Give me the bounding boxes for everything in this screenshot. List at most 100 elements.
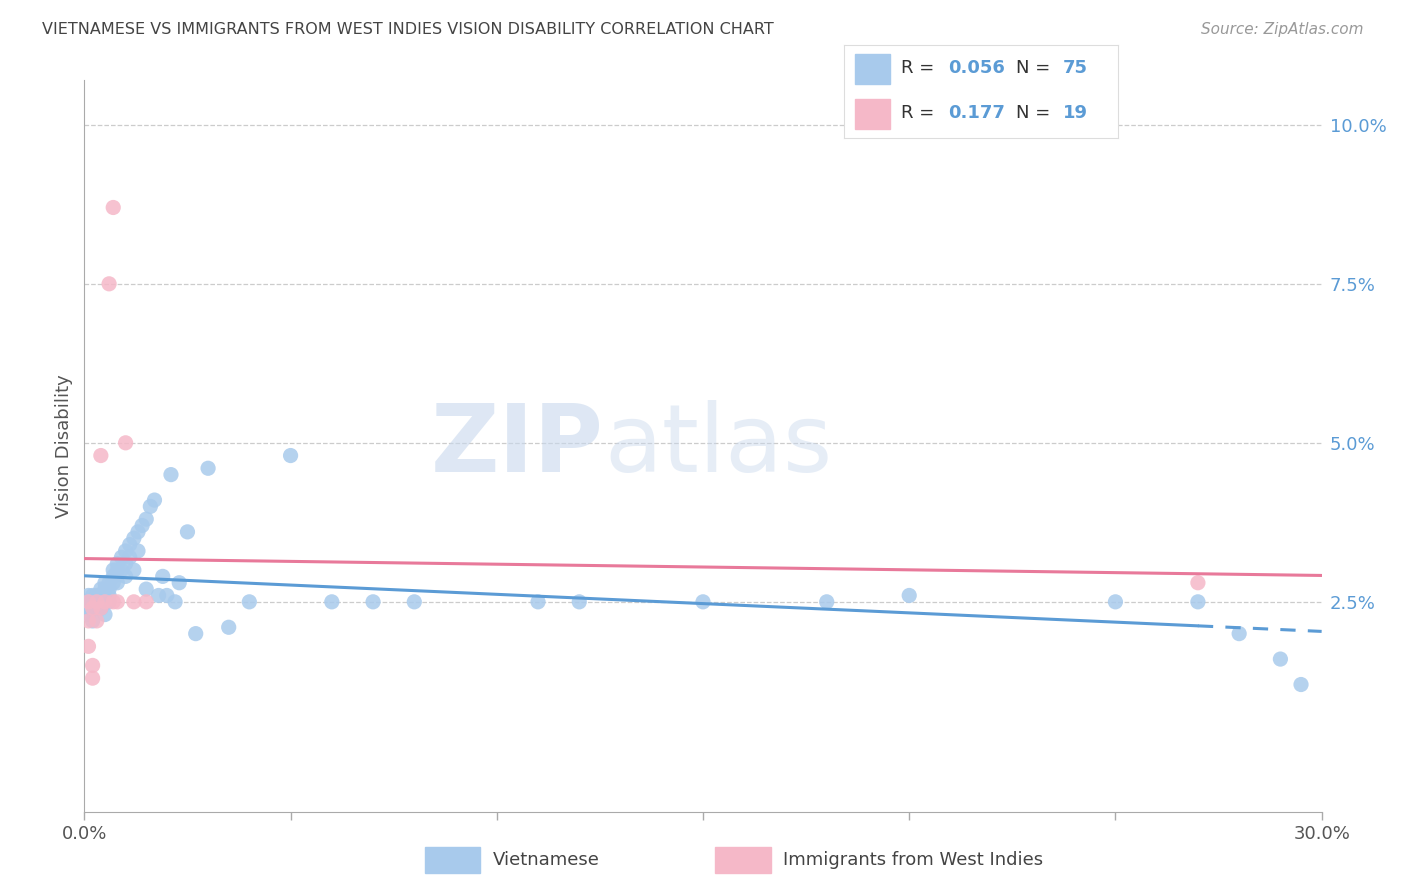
Point [82, 601, 104, 615]
Point [218, 620, 240, 634]
Point [1187, 575, 1209, 590]
Text: 75: 75 [1063, 60, 1088, 78]
Point [568, 595, 591, 609]
Point [118, 538, 141, 552]
Point [98, 582, 121, 596]
Point [197, 461, 219, 475]
Point [114, 435, 136, 450]
Point [114, 544, 136, 558]
Point [90, 582, 112, 596]
Point [321, 595, 343, 609]
Point [77, 614, 100, 628]
Text: R =: R = [901, 104, 946, 122]
Point [105, 563, 128, 577]
Point [77, 595, 100, 609]
Point [90, 601, 112, 615]
Text: R =: R = [901, 60, 941, 78]
Point [156, 589, 179, 603]
Point [238, 595, 260, 609]
Point [82, 595, 104, 609]
Point [98, 589, 121, 603]
Point [105, 575, 128, 590]
Point [86, 595, 108, 609]
Point [82, 614, 104, 628]
Point [82, 589, 104, 603]
Point [86, 595, 108, 609]
Point [152, 569, 174, 583]
Bar [855, 99, 890, 129]
Point [110, 563, 132, 577]
Point [105, 595, 128, 609]
Point [110, 550, 132, 565]
Point [77, 640, 100, 654]
Point [94, 595, 117, 609]
Point [1270, 652, 1292, 666]
Point [127, 524, 149, 539]
Point [90, 595, 112, 609]
Point [527, 595, 550, 609]
Point [118, 550, 141, 565]
Text: 0.177: 0.177 [948, 104, 1005, 122]
Point [90, 449, 112, 463]
Y-axis label: Vision Disability: Vision Disability [55, 374, 73, 518]
Text: 0.056: 0.056 [948, 60, 1005, 78]
Point [82, 595, 104, 609]
Point [103, 575, 125, 590]
Text: Immigrants from West Indies: Immigrants from West Indies [783, 851, 1043, 869]
Point [167, 575, 190, 590]
Point [82, 658, 104, 673]
Point [139, 500, 162, 514]
Point [184, 626, 207, 640]
Point [1227, 626, 1250, 640]
Point [1289, 677, 1312, 691]
Point [77, 601, 100, 615]
Point [86, 589, 108, 603]
Point [143, 493, 166, 508]
Point [131, 518, 153, 533]
Point [122, 563, 145, 577]
Point [94, 595, 117, 609]
Point [90, 589, 112, 603]
Point [815, 595, 838, 609]
Text: ZIP: ZIP [432, 400, 605, 492]
Point [86, 614, 108, 628]
Point [90, 595, 112, 609]
Point [692, 595, 714, 609]
Point [148, 589, 170, 603]
Text: Source: ZipAtlas.com: Source: ZipAtlas.com [1201, 22, 1364, 37]
Point [77, 589, 100, 603]
Point [280, 449, 302, 463]
Point [114, 557, 136, 571]
Point [77, 595, 100, 609]
Point [165, 595, 187, 609]
Text: 19: 19 [1063, 104, 1088, 122]
Text: N =: N = [1017, 60, 1056, 78]
Point [114, 569, 136, 583]
Text: N =: N = [1017, 104, 1056, 122]
Text: VIETNAMESE VS IMMIGRANTS FROM WEST INDIES VISION DISABILITY CORRELATION CHART: VIETNAMESE VS IMMIGRANTS FROM WEST INDIE… [42, 22, 773, 37]
Point [122, 531, 145, 545]
Point [135, 582, 157, 596]
Point [94, 607, 117, 622]
Point [77, 607, 100, 622]
Bar [716, 847, 770, 872]
Point [82, 601, 104, 615]
Point [176, 524, 198, 539]
Point [103, 595, 125, 609]
Point [103, 201, 125, 215]
Point [135, 512, 157, 526]
Point [77, 595, 100, 609]
Point [1104, 595, 1126, 609]
Point [82, 595, 104, 609]
Point [103, 563, 125, 577]
Point [135, 595, 157, 609]
Point [98, 575, 121, 590]
Point [404, 595, 426, 609]
Point [105, 557, 128, 571]
Point [103, 569, 125, 583]
Point [361, 595, 384, 609]
Point [94, 582, 117, 596]
Point [86, 595, 108, 609]
Text: Vietnamese: Vietnamese [492, 851, 599, 869]
Point [86, 601, 108, 615]
